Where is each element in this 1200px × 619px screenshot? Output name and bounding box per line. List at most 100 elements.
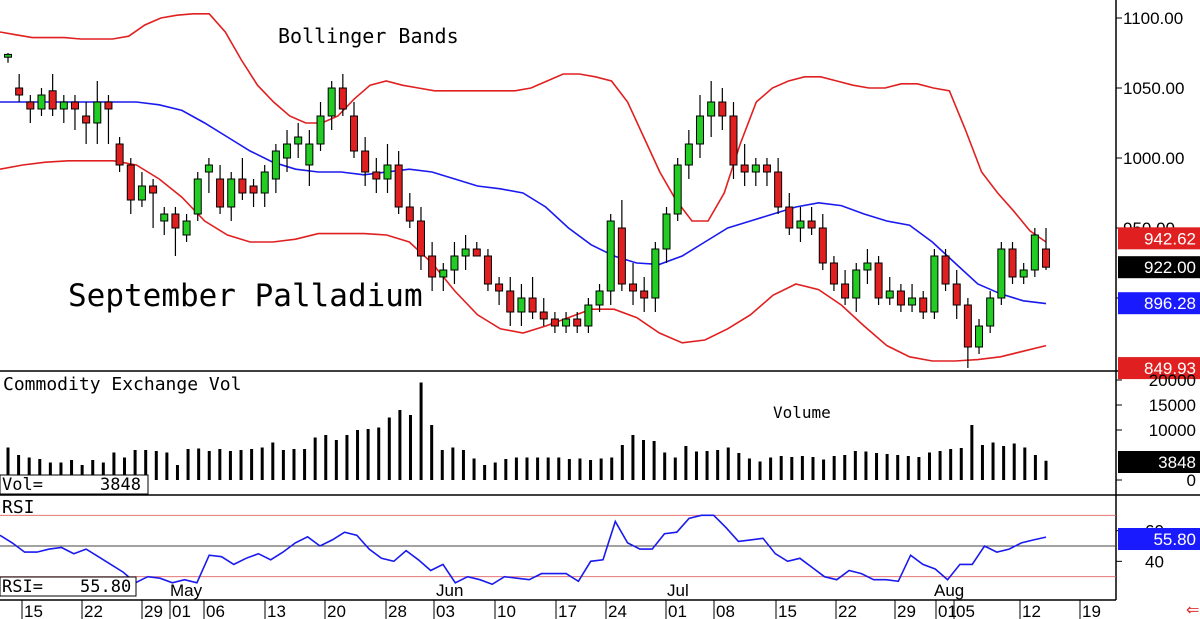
volume-bar: [896, 455, 900, 480]
volume-bar: [758, 461, 762, 480]
candle-body: [428, 255, 437, 278]
candle-body: [472, 248, 481, 257]
volume-bar: [514, 457, 518, 480]
candle-body: [762, 164, 771, 173]
volume-bar: [705, 451, 709, 480]
candle-body: [48, 90, 57, 110]
candle-body: [450, 255, 459, 271]
rsi-tick-label: 40: [1145, 552, 1164, 571]
volume-bar: [303, 449, 307, 480]
overlay-label: Bollinger Bands: [278, 24, 459, 48]
candle-body: [227, 178, 236, 208]
candle-body: [4, 53, 12, 58]
candle-body: [193, 178, 202, 215]
volume-bar: [292, 449, 296, 480]
volume-bar: [324, 435, 328, 480]
volume-readout-box: [0, 474, 149, 495]
volume-bar: [949, 449, 953, 480]
candle-body: [539, 311, 548, 320]
time-tick-label: 19: [1082, 602, 1101, 619]
volume-bar: [906, 456, 910, 480]
time-tick-label: 06: [206, 602, 225, 619]
candle-body: [829, 262, 838, 285]
volume-bar: [27, 457, 31, 480]
volume-bar: [472, 458, 476, 480]
time-tick-label: 01: [172, 602, 191, 619]
candle-body: [115, 143, 124, 166]
rsi-reference-lines: [0, 514, 1116, 578]
volume-bar: [356, 430, 360, 480]
candle-body: [15, 87, 24, 96]
volume-bar: [991, 442, 995, 480]
volume-bar: [239, 450, 243, 480]
close-price-box-label: 922.00: [1144, 258, 1196, 277]
volume-bar: [260, 447, 264, 480]
volume-bar: [737, 453, 741, 480]
volume-bar: [59, 462, 63, 480]
volume-bar: [1012, 443, 1016, 480]
volume-bar: [101, 462, 105, 480]
candle-body: [852, 269, 861, 299]
candle-body: [707, 101, 716, 117]
volume-bar: [197, 448, 201, 480]
volume-current-box: [1118, 451, 1200, 473]
time-tick-label: 29: [897, 602, 916, 619]
lower-band-line: [0, 160, 1047, 362]
volume-bar: [811, 457, 815, 480]
time-tick-label: 01: [668, 602, 687, 619]
upper-band-line: [0, 13, 1047, 243]
candle-body: [483, 255, 492, 285]
scroll-arrow-icon[interactable]: ⇐: [1186, 600, 1199, 619]
candle-body: [841, 283, 850, 299]
candle-body: [963, 304, 972, 348]
candle-body: [283, 143, 292, 159]
candle-body: [729, 115, 738, 166]
volume-bar: [250, 449, 254, 480]
time-tick-label: 05: [956, 602, 975, 619]
volume-bar: [610, 457, 614, 480]
candle-body: [416, 220, 425, 257]
time-tick-label: 24: [608, 602, 627, 619]
candle-body: [316, 115, 325, 145]
volume-bar: [281, 450, 285, 480]
volume-bar: [769, 457, 773, 480]
volume-bar: [38, 459, 42, 480]
middle-band-price-box-label: 896.28: [1144, 294, 1196, 313]
candle-body: [506, 290, 515, 313]
candle-body: [182, 220, 191, 236]
candle-body: [986, 297, 995, 327]
volume-bar: [430, 425, 434, 480]
volume-bar: [959, 448, 963, 480]
volume-bar: [525, 457, 529, 480]
candle-body: [952, 283, 961, 306]
candle-body: [338, 87, 347, 110]
candle-body: [204, 164, 213, 173]
candle-body: [294, 136, 303, 145]
candle-body: [93, 101, 102, 124]
volume-bar: [885, 454, 889, 480]
volume-bar: [1002, 446, 1006, 480]
volume-bar: [17, 455, 21, 480]
volume-bar: [917, 457, 921, 480]
candle-body: [372, 171, 381, 180]
volume-bar: [218, 449, 222, 480]
candle-body: [930, 255, 939, 313]
volume-bar: [790, 457, 794, 480]
volume-tick-label: 0: [1187, 471, 1196, 490]
candle-body: [82, 115, 91, 124]
price-label-boxes: 942.62 922.00 896.28 849.93: [1118, 227, 1200, 380]
candle-body: [595, 290, 604, 306]
candle-body: [896, 290, 905, 306]
candle-body: [662, 213, 671, 250]
rsi-panel-title: RSI: [2, 497, 35, 518]
time-tick-label: 17: [558, 602, 577, 619]
volume-bar: [112, 452, 116, 480]
volume-panel-title: Commodity Exchange Vol: [3, 374, 241, 395]
volume-bar: [70, 460, 74, 480]
candle-body: [394, 164, 403, 208]
candle-body: [1008, 248, 1017, 278]
candle-body: [149, 185, 158, 194]
volume-bar: [832, 456, 836, 480]
volume-bar: [313, 437, 317, 480]
volume-bar: [747, 458, 751, 480]
